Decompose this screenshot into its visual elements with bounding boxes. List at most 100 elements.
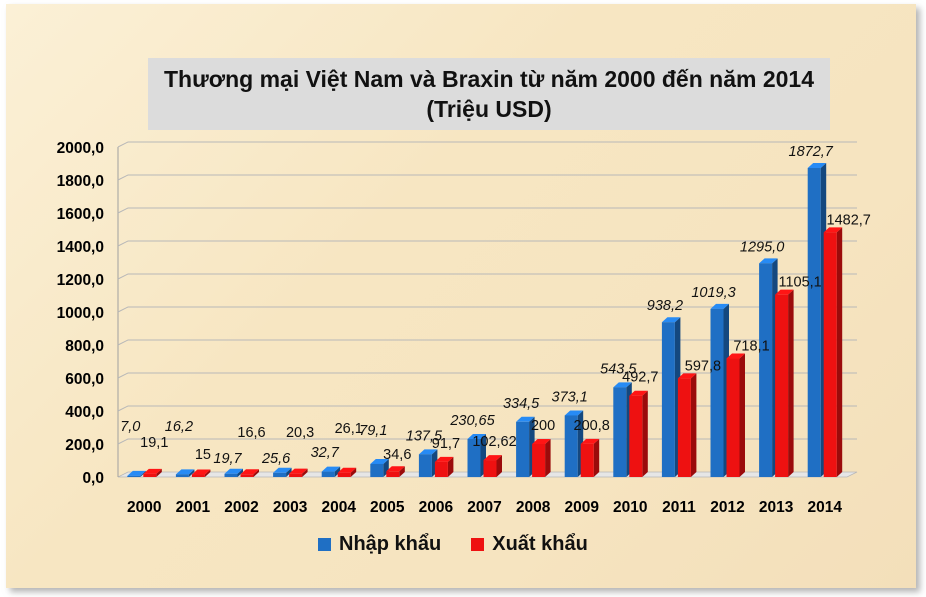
gridline	[117, 405, 857, 412]
bar-import	[321, 466, 341, 477]
bar-import	[710, 303, 729, 477]
x-tick-label: 2012	[710, 499, 744, 516]
data-label-export: 1482,7	[827, 212, 871, 228]
data-label-export: 492,7	[622, 370, 658, 386]
data-label-import: 1019,3	[691, 285, 735, 301]
bar-export	[143, 468, 162, 477]
bar-export	[677, 373, 697, 477]
data-label-import: 25,6	[261, 451, 291, 467]
x-tick-label: 2001	[176, 499, 211, 516]
data-label-import: 373,1	[552, 389, 588, 405]
bar-export	[191, 469, 211, 477]
legend-label-import: Nhập khẩu	[339, 532, 442, 555]
x-tick-label: 2004	[321, 499, 356, 516]
data-label-export: 200,8	[574, 418, 610, 434]
data-label-import: 1872,7	[789, 144, 834, 160]
x-tick-label: 2013	[759, 499, 794, 516]
data-label-export: 15	[195, 447, 211, 463]
data-label-export: 19,1	[140, 435, 168, 451]
chart-title: Thương mại Việt Nam và Braxin từ năm 200…	[163, 66, 815, 92]
bar-export	[483, 455, 502, 477]
legend-item-export: Xuất khẩu	[471, 533, 588, 556]
bar-export	[240, 469, 259, 477]
y-tick-label: 1600,0	[57, 206, 104, 223]
x-tick-label: 2003	[273, 499, 308, 516]
gridline	[117, 240, 857, 247]
x-tick-label: 2000	[127, 499, 161, 516]
bar-export	[337, 467, 357, 477]
bar-export	[726, 353, 745, 477]
bar-export	[434, 456, 454, 477]
data-label-import: 7,0	[120, 419, 140, 435]
gridline	[117, 372, 857, 379]
bar-export	[775, 289, 794, 477]
bar-export	[289, 468, 308, 477]
data-label-import: 137,5	[406, 428, 443, 444]
data-label-import: 19,7	[213, 451, 242, 467]
legend-label-export: Xuất khẩu	[492, 532, 588, 555]
data-label-export: 597,8	[685, 358, 721, 374]
data-label-export: 20,3	[286, 425, 314, 441]
data-label-import: 938,2	[647, 298, 683, 314]
legend-swatch-export	[471, 537, 485, 551]
bar-export	[629, 390, 648, 477]
data-label-export: 1105,1	[778, 275, 821, 291]
x-tick-label: 2014	[807, 499, 842, 516]
y-tick-label: 0,0	[82, 470, 104, 487]
y-tick-label: 1400,0	[57, 239, 104, 256]
gridline	[117, 273, 857, 280]
gridline	[117, 174, 857, 181]
y-tick-label: 800,0	[65, 338, 104, 355]
gridline	[117, 141, 857, 148]
legend: Nhập khẩu Xuất khẩu	[318, 530, 588, 558]
bar-import	[224, 468, 243, 477]
y-tick-label: 1000,0	[57, 305, 104, 322]
y-tick-label: 1800,0	[57, 173, 104, 190]
data-label-export: 102,62	[472, 434, 516, 450]
data-label-import: 32,7	[311, 445, 340, 461]
bar-import	[273, 467, 292, 477]
data-label-import: 334,5	[503, 396, 540, 412]
x-tick-label: 2010	[613, 499, 647, 516]
bar-import	[175, 469, 195, 477]
x-tick-label: 2005	[370, 499, 405, 516]
data-label-export: 718,1	[733, 339, 769, 355]
x-tick-label: 2007	[467, 499, 501, 516]
data-label-import: 79,1	[359, 423, 387, 439]
title-box: Thương mại Việt Nam và Braxin từ năm 200…	[148, 58, 830, 130]
data-label-export: 91,7	[432, 436, 460, 452]
bar-export	[532, 439, 551, 477]
bar-import	[370, 458, 389, 477]
data-label-export: 16,6	[237, 425, 265, 441]
bar-import	[807, 163, 827, 477]
legend-item-import: Nhập khẩu	[318, 533, 441, 556]
data-label-import: 16,2	[165, 419, 193, 435]
bar-export	[580, 438, 600, 477]
y-tick-label: 600,0	[65, 371, 104, 388]
x-tick-label: 2006	[419, 499, 454, 516]
x-tick-label: 2008	[516, 499, 551, 516]
x-tick-label: 2002	[224, 499, 258, 516]
y-tick-label: 1200,0	[57, 272, 104, 289]
gridline	[117, 306, 857, 313]
x-tick-label: 2009	[564, 499, 599, 516]
chart-subtitle: (Triệu USD)	[426, 96, 552, 122]
bar-import	[661, 317, 681, 477]
bar-export	[386, 466, 405, 477]
gridline	[117, 207, 857, 214]
x-tick-label: 2011	[662, 499, 696, 516]
data-label-export: 200	[531, 418, 555, 434]
y-tick-label: 2000,0	[57, 140, 104, 157]
data-label-import: 543,5	[600, 361, 637, 377]
gridline	[117, 339, 857, 346]
data-label-export: 34,6	[383, 447, 411, 463]
y-tick-label: 400,0	[65, 404, 104, 421]
bar-import	[613, 382, 632, 477]
legend-swatch-import	[318, 537, 331, 551]
y-tick-label: 200,0	[65, 437, 104, 454]
bar-import	[759, 258, 778, 477]
bar-export	[823, 227, 843, 477]
data-label-import: 1295,0	[740, 239, 784, 255]
bar-import	[127, 470, 146, 477]
